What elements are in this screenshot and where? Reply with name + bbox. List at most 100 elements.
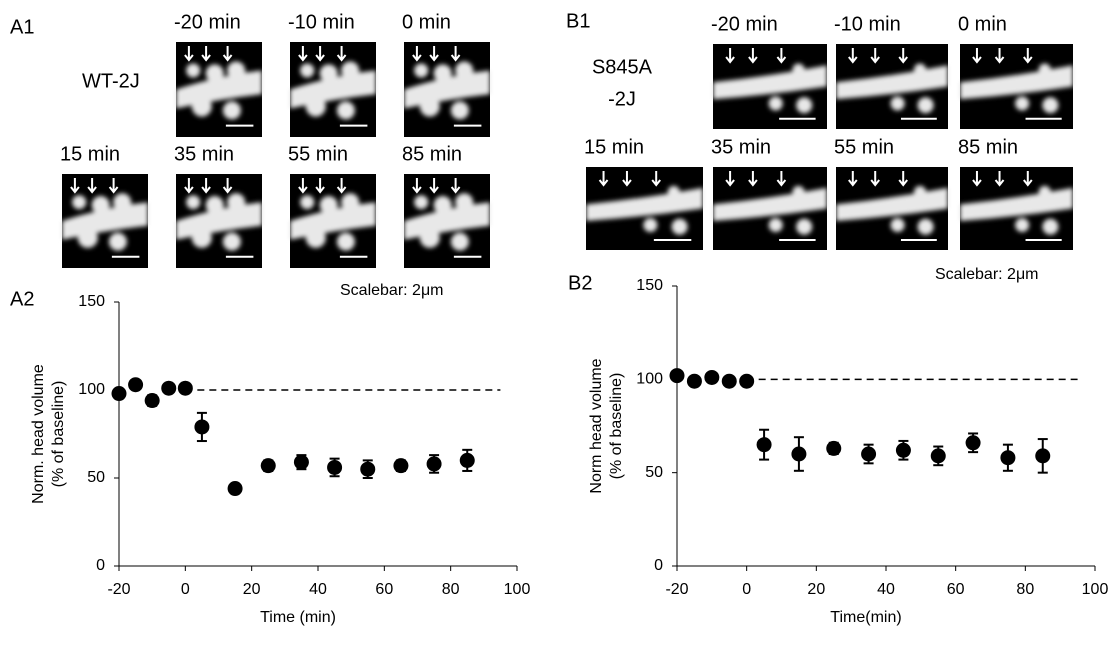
point <box>393 458 409 474</box>
dendrite <box>713 63 827 114</box>
point <box>756 437 772 453</box>
time-label: 0 min <box>402 11 451 33</box>
spine <box>305 96 326 117</box>
spine <box>914 185 926 198</box>
arrow <box>336 178 347 194</box>
spine <box>336 232 355 251</box>
arrow <box>450 46 461 62</box>
spine <box>91 196 110 215</box>
point <box>360 461 376 477</box>
spine <box>792 185 805 198</box>
spine <box>227 61 246 80</box>
y-tick-label: 50 <box>645 464 663 481</box>
time-label: 35 min <box>174 143 234 165</box>
spine <box>419 96 440 117</box>
point <box>1035 448 1051 464</box>
x-tick-label: 0 <box>181 581 190 598</box>
arrow <box>87 178 97 194</box>
sample-label: WT-2J <box>82 70 140 92</box>
spine <box>792 63 805 76</box>
point <box>721 373 737 389</box>
arrow <box>298 178 308 194</box>
dendrite <box>960 63 1073 114</box>
arrow <box>870 171 880 187</box>
spine <box>419 227 440 248</box>
point <box>895 442 911 458</box>
spine <box>205 196 224 215</box>
spine <box>1038 63 1051 76</box>
sample-label: S845A <box>592 56 653 78</box>
time-label: 55 min <box>834 136 894 158</box>
spine <box>414 195 429 210</box>
point <box>161 380 177 396</box>
spine <box>205 64 224 83</box>
point <box>669 368 685 384</box>
point <box>459 452 475 468</box>
time-label: 0 min <box>958 13 1007 35</box>
y-tick-label: 50 <box>87 469 105 486</box>
spine <box>108 232 127 251</box>
scalebar-label: Scalebar: 2μm <box>340 282 443 299</box>
arrow <box>298 46 308 62</box>
spine <box>643 218 658 233</box>
arrow <box>898 48 908 64</box>
arrow <box>184 178 194 194</box>
time-label: 55 min <box>288 143 348 165</box>
dendrite <box>404 61 490 120</box>
spine <box>671 218 688 235</box>
dendrite <box>836 185 948 235</box>
y-tick-label: 150 <box>636 277 663 294</box>
spine <box>186 63 201 78</box>
point <box>930 448 946 464</box>
spine <box>300 195 315 210</box>
arrow <box>184 46 194 62</box>
spine <box>796 97 813 114</box>
spine <box>768 96 783 111</box>
arrow <box>725 48 735 64</box>
dendrite <box>290 61 376 120</box>
point <box>293 454 309 470</box>
spine <box>433 64 452 83</box>
point <box>704 369 720 385</box>
arrow <box>994 171 1005 187</box>
arrow <box>336 46 347 62</box>
spine <box>455 61 474 80</box>
point <box>327 459 343 475</box>
spine <box>768 218 783 233</box>
arrow <box>622 171 632 187</box>
arrow <box>725 171 735 187</box>
point <box>260 458 276 474</box>
point <box>965 435 981 451</box>
point <box>111 386 127 402</box>
arrow <box>429 46 439 62</box>
point <box>826 440 842 456</box>
arrow <box>651 171 661 187</box>
x-tick-label: 100 <box>1082 581 1109 598</box>
spine <box>72 195 87 210</box>
arrow <box>222 178 233 194</box>
spine <box>414 63 429 78</box>
dendrite <box>404 193 490 251</box>
spine <box>336 101 355 120</box>
arrow <box>776 171 787 187</box>
spine <box>300 63 315 78</box>
panel-label: A1 <box>10 16 34 38</box>
arrow <box>870 48 880 64</box>
arrow <box>776 48 787 64</box>
y-axis-label: (% of baseline) <box>50 381 67 488</box>
arrow <box>222 46 233 62</box>
arrow <box>748 48 758 64</box>
arrow <box>848 171 858 187</box>
y-tick-label: 0 <box>654 557 663 574</box>
point <box>861 446 877 462</box>
arrow <box>429 178 439 194</box>
spine <box>305 227 326 248</box>
dendrite <box>960 185 1073 235</box>
spine <box>222 232 241 251</box>
arrow <box>315 46 325 62</box>
time-label: 15 min <box>584 136 644 158</box>
x-tick-label: 20 <box>243 581 261 598</box>
arrow <box>201 46 211 62</box>
y-axis-label: Norm. head volume <box>30 364 47 504</box>
